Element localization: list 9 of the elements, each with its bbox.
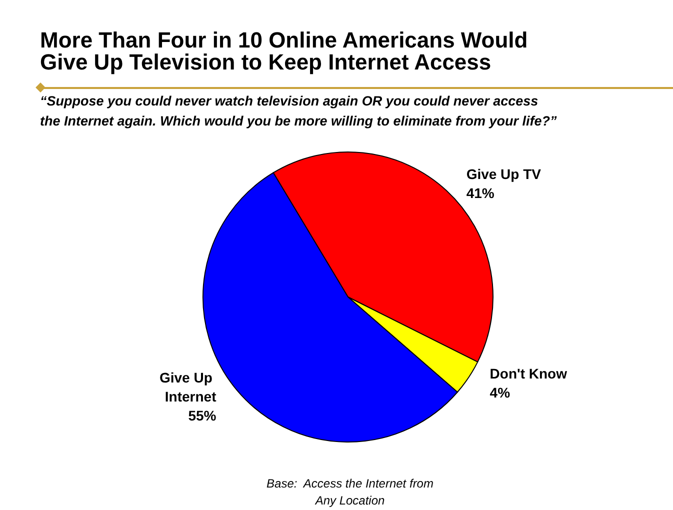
data-label: 41% [466, 184, 495, 201]
chart-subtitle: “Suppose you could never watch television again OR you could never access the Internet again. Which would you be more willing to eliminate from your life?” [40, 94, 558, 128]
slice-label: Don't Know [490, 366, 568, 382]
slice-label: Give Up TV [466, 166, 542, 182]
data-label: 55% [188, 408, 217, 424]
data-label: 4% [490, 384, 511, 401]
chart-title: More Than Four in 10 Online Americans Would Give Up Television to Keep Internet Access [40, 28, 528, 74]
slice-label: Give Up Internet [159, 370, 217, 405]
text: Base: Access the Internet from Any Location [266, 476, 434, 508]
